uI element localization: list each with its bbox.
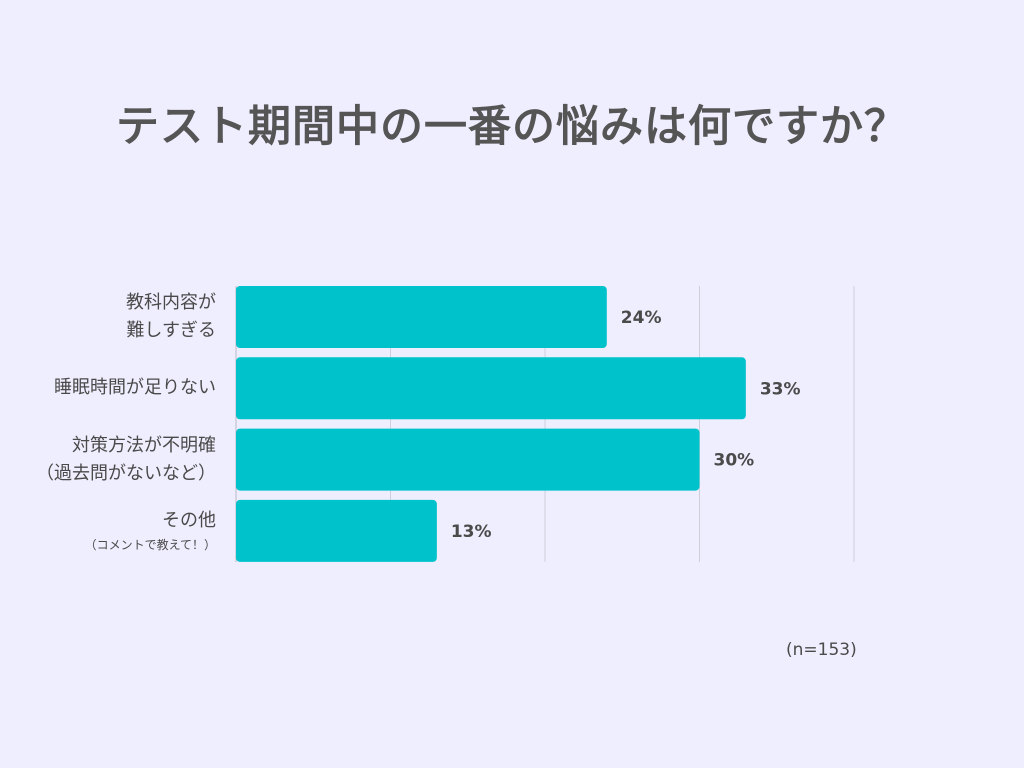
category-label-line: （過去問がないなど） — [36, 462, 216, 484]
sample-size-note: (n=153) — [786, 640, 857, 660]
category-label-line: 睡眠時間が足りない — [54, 377, 216, 399]
category-label-line: 教科内容が — [126, 292, 216, 313]
bar — [236, 357, 746, 420]
category-label: 対策方法が不明確 （過去問がないなど） — [36, 432, 216, 488]
bar — [236, 286, 607, 348]
category-label: 睡眠時間が足りない — [54, 374, 216, 402]
bar — [236, 499, 437, 562]
category-label-line: 難しすぎる — [126, 320, 216, 341]
chart-title: テスト期間中の一番の悩みは何ですか？ — [116, 102, 908, 152]
data-label: 24% — [621, 308, 662, 328]
category-label-line: 対策方法が不明確 — [72, 434, 216, 456]
data-label: 30% — [714, 451, 755, 471]
data-label: 33% — [760, 379, 801, 399]
bar — [236, 428, 700, 491]
data-label: 13% — [451, 522, 492, 542]
category-label-line: その他 — [162, 509, 216, 531]
category-label: 教科内容が難しすぎる — [126, 289, 216, 345]
category-label: その他 （コメントで教えて！） — [85, 507, 216, 555]
category-label-line: （コメントで教えて！） — [84, 537, 216, 552]
